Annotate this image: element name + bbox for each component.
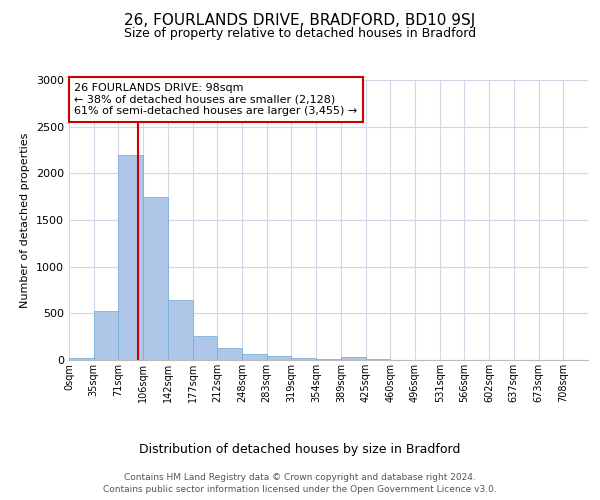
Bar bbox=[143, 196, 168, 360]
Text: Contains HM Land Registry data © Crown copyright and database right 2024.: Contains HM Land Registry data © Crown c… bbox=[124, 472, 476, 482]
Bar bbox=[94, 312, 118, 360]
Bar bbox=[316, 359, 341, 360]
Text: 26, FOURLANDS DRIVE, BRADFORD, BD10 9SJ: 26, FOURLANDS DRIVE, BRADFORD, BD10 9SJ bbox=[124, 12, 476, 28]
Bar bbox=[193, 336, 217, 360]
Text: Contains public sector information licensed under the Open Government Licence v3: Contains public sector information licen… bbox=[103, 485, 497, 494]
Y-axis label: Number of detached properties: Number of detached properties bbox=[20, 132, 31, 308]
Bar bbox=[365, 358, 390, 360]
Bar bbox=[118, 154, 143, 360]
Bar bbox=[267, 356, 292, 360]
Bar bbox=[341, 357, 365, 360]
Text: 26 FOURLANDS DRIVE: 98sqm
← 38% of detached houses are smaller (2,128)
61% of se: 26 FOURLANDS DRIVE: 98sqm ← 38% of detac… bbox=[74, 83, 358, 116]
Bar bbox=[168, 300, 193, 360]
Bar bbox=[242, 354, 267, 360]
Text: Size of property relative to detached houses in Bradford: Size of property relative to detached ho… bbox=[124, 28, 476, 40]
Bar bbox=[217, 348, 242, 360]
Bar bbox=[69, 358, 94, 360]
Text: Distribution of detached houses by size in Bradford: Distribution of detached houses by size … bbox=[139, 442, 461, 456]
Bar bbox=[292, 358, 316, 360]
